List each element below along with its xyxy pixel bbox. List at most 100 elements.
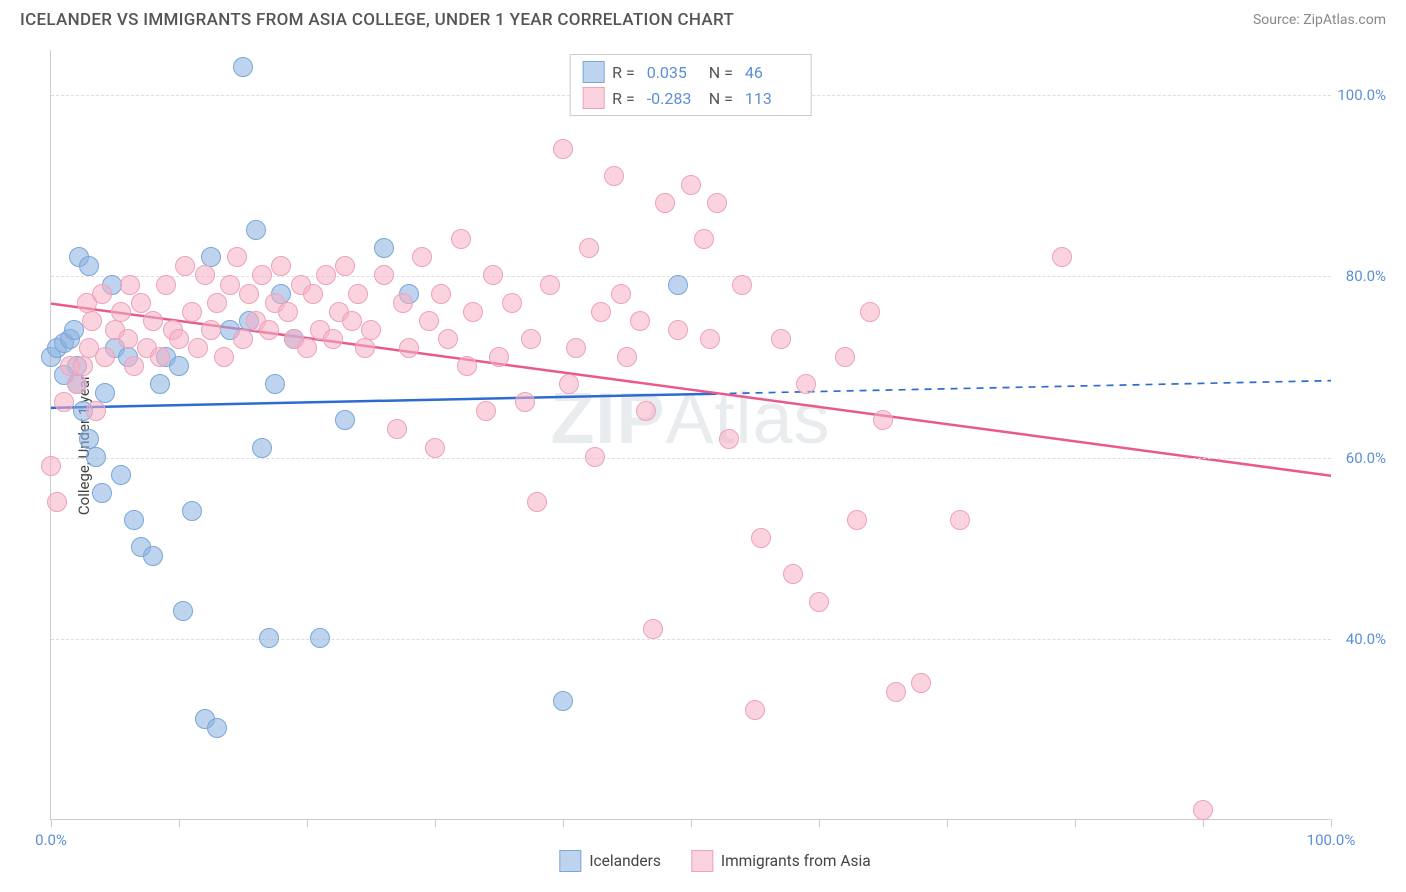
data-point — [355, 338, 375, 358]
data-point — [111, 465, 131, 485]
y-tick-label: 40.0% — [1346, 630, 1386, 648]
stats-r-label: R = — [612, 89, 639, 108]
plot-area: ZIPAtlas R = 0.035 N = 46 R = -0.283 N =… — [50, 50, 1330, 820]
stats-legend: R = 0.035 N = 46 R = -0.283 N = 113 — [569, 54, 812, 116]
data-point — [719, 429, 739, 449]
x-tick — [563, 819, 564, 827]
x-tick — [691, 819, 692, 827]
data-point — [886, 682, 906, 702]
data-point — [73, 356, 93, 376]
data-point — [399, 338, 419, 358]
data-point — [92, 284, 112, 304]
data-point — [233, 57, 253, 77]
data-point — [668, 320, 688, 340]
data-point — [195, 265, 215, 285]
data-point — [156, 275, 176, 295]
chart-title: ICELANDER VS IMMIGRANTS FROM ASIA COLLEG… — [20, 10, 734, 30]
data-point — [173, 601, 193, 621]
data-point — [207, 293, 227, 313]
header: ICELANDER VS IMMIGRANTS FROM ASIA COLLEG… — [0, 0, 1406, 38]
data-point — [182, 302, 202, 322]
data-point — [95, 347, 115, 367]
data-point — [188, 338, 208, 358]
y-tick-label: 80.0% — [1346, 267, 1386, 285]
data-point — [124, 356, 144, 376]
data-point — [847, 510, 867, 530]
data-point — [67, 374, 87, 394]
data-point — [1193, 800, 1213, 820]
x-tick — [1203, 819, 1204, 827]
x-tick — [819, 819, 820, 827]
data-point — [451, 229, 471, 249]
data-point — [521, 329, 541, 349]
data-point — [745, 700, 765, 720]
data-point — [771, 329, 791, 349]
data-point — [835, 347, 855, 367]
data-point — [259, 320, 279, 340]
data-point — [111, 302, 131, 322]
data-point — [252, 438, 272, 458]
data-point — [79, 256, 99, 276]
data-point — [41, 456, 61, 476]
data-point — [169, 356, 189, 376]
gridline — [51, 458, 1331, 459]
data-point — [86, 401, 106, 421]
legend-label-1: Immigrants from Asia — [721, 852, 871, 870]
data-point — [86, 447, 106, 467]
stats-n-value-0: 46 — [745, 63, 799, 82]
data-point — [393, 293, 413, 313]
data-point — [95, 383, 115, 403]
data-point — [82, 311, 102, 331]
data-point — [131, 293, 151, 313]
data-point — [585, 447, 605, 467]
data-point — [483, 265, 503, 285]
data-point — [64, 320, 84, 340]
stats-r-value-0: 0.035 — [647, 63, 701, 82]
data-point — [636, 401, 656, 421]
data-point — [457, 356, 477, 376]
stats-n-label: N = — [709, 89, 737, 108]
swatch-icelanders — [582, 61, 604, 83]
data-point — [527, 492, 547, 512]
swatch-immigrants — [582, 87, 604, 109]
data-point — [150, 374, 170, 394]
data-point — [387, 419, 407, 439]
data-point — [911, 673, 931, 693]
x-tick — [307, 819, 308, 827]
data-point — [361, 320, 381, 340]
data-point — [751, 528, 771, 548]
source-name: ZipAtlas.com — [1303, 12, 1386, 28]
data-point — [374, 238, 394, 258]
y-tick-label: 100.0% — [1337, 86, 1386, 104]
data-point — [201, 247, 221, 267]
data-point — [265, 374, 285, 394]
data-point — [124, 510, 144, 530]
data-point — [120, 275, 140, 295]
x-tick — [1331, 819, 1332, 827]
data-point — [476, 401, 496, 421]
data-point — [668, 275, 688, 295]
data-point — [342, 311, 362, 331]
source-prefix: Source: — [1253, 12, 1303, 28]
trend-lines-svg — [51, 50, 1331, 820]
data-point — [732, 275, 752, 295]
chart-container: College, Under 1 year ZIPAtlas R = 0.035… — [50, 50, 1380, 840]
data-point — [316, 265, 336, 285]
legend-item-icelanders: Icelanders — [559, 850, 661, 872]
data-point — [271, 256, 291, 276]
x-tick — [179, 819, 180, 827]
data-point — [278, 302, 298, 322]
legend-swatch-icelanders — [559, 850, 581, 872]
data-point — [92, 483, 112, 503]
data-point — [169, 329, 189, 349]
data-point — [47, 492, 67, 512]
legend-swatch-immigrants — [691, 850, 713, 872]
data-point — [297, 338, 317, 358]
data-point — [950, 510, 970, 530]
data-point — [374, 265, 394, 285]
data-point — [150, 347, 170, 367]
x-tick — [1075, 819, 1076, 827]
data-point — [617, 347, 637, 367]
data-point — [310, 628, 330, 648]
data-point — [1052, 247, 1072, 267]
